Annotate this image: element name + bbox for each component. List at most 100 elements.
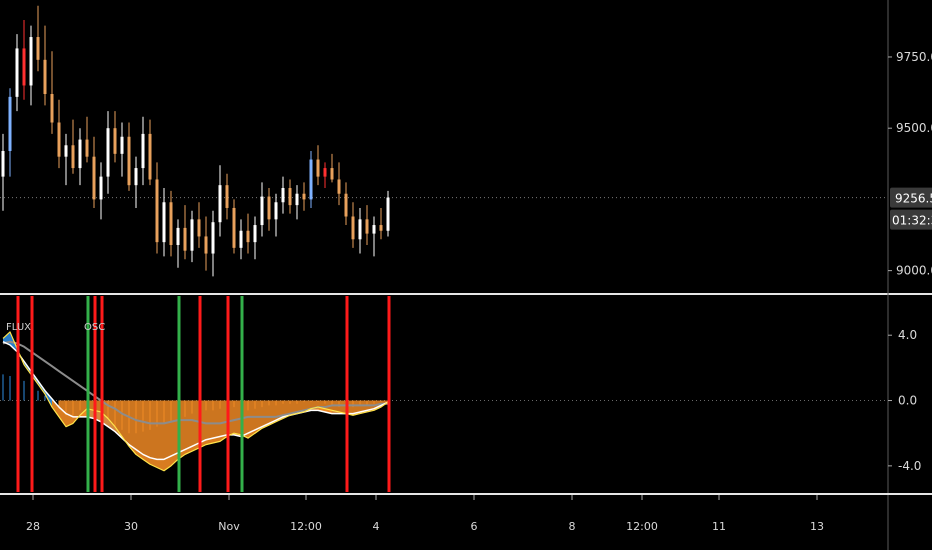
candle	[309, 150, 313, 208]
candle-body	[309, 159, 313, 200]
candle-body	[36, 37, 40, 60]
flux-base-fill	[122, 400, 129, 445]
candle-body	[197, 219, 201, 237]
candle	[64, 133, 68, 186]
flux-base-fill	[73, 400, 80, 417]
signal-marker	[198, 296, 202, 492]
flux-base-fill	[185, 400, 192, 450]
candle-body	[15, 48, 19, 97]
flux-fill	[136, 449, 143, 460]
candle-body	[50, 94, 54, 123]
candle-body	[78, 139, 82, 169]
candle	[323, 162, 327, 189]
candle	[57, 99, 61, 169]
flux-base-fill	[38, 381, 45, 401]
time-tick-label: Nov	[218, 520, 240, 533]
flux-base-fill	[143, 400, 150, 458]
indicator-axis: 4.0 0.0 -4.0	[888, 328, 921, 473]
signal-marker	[387, 296, 391, 492]
candle-body	[239, 230, 243, 248]
candle	[253, 216, 257, 260]
signal-marker	[177, 296, 181, 492]
candle	[50, 51, 54, 134]
candle	[43, 25, 47, 106]
flux-fill	[248, 429, 255, 439]
candle	[85, 116, 89, 163]
candle-body	[43, 59, 47, 95]
candle-body	[120, 136, 124, 154]
flux-base-fill	[192, 400, 199, 447]
signal-marker	[16, 296, 20, 492]
candle	[386, 190, 390, 237]
candle-body	[190, 219, 194, 251]
candle-body	[155, 179, 159, 243]
candle	[372, 216, 376, 257]
candle-body	[176, 227, 180, 245]
price-axis: 9750.0 9500.0 9000.0 9256.5 01:32:32	[887, 0, 932, 550]
candle-body	[204, 236, 208, 254]
candle-body	[372, 225, 376, 234]
candle-body	[92, 156, 96, 200]
time-tick-label: 12:00	[290, 520, 322, 533]
candle-body	[351, 216, 355, 240]
flux-base-fill	[136, 400, 143, 455]
candle	[274, 193, 278, 237]
flux-base-fill	[59, 400, 66, 414]
candle	[218, 165, 222, 237]
price-tick-label: 9500.0	[896, 121, 932, 135]
candle-body	[302, 193, 306, 200]
candle	[1, 133, 5, 211]
flux-base-fill	[150, 400, 157, 460]
candle-body	[29, 37, 33, 86]
candle	[8, 88, 12, 177]
fast-line	[2, 331, 389, 472]
candle	[204, 216, 208, 271]
flux-base-fill	[129, 400, 136, 450]
indicator-label: OSC	[84, 322, 105, 333]
flux-base-fill	[157, 400, 164, 460]
candle	[148, 119, 152, 186]
candle	[288, 179, 292, 214]
flux-base-fill	[66, 400, 73, 417]
candle	[379, 207, 383, 240]
signal-marker	[240, 296, 244, 492]
candle	[302, 182, 306, 211]
candle-body	[358, 219, 362, 240]
time-tick-label: 6	[471, 520, 478, 533]
candle	[239, 219, 243, 260]
last-price-label: 9256.5	[895, 192, 932, 206]
candle-body	[134, 168, 138, 186]
candle-body	[183, 227, 187, 251]
candle-body	[379, 225, 383, 231]
countdown-label: 01:32:32	[892, 214, 932, 228]
time-tick-label: 30	[124, 520, 138, 533]
time-tick-label: 12:00	[626, 520, 658, 533]
price-tick-label: 9000.0	[896, 264, 932, 278]
candle-body	[85, 139, 89, 157]
time-tick-label: 13	[810, 520, 824, 533]
flux-fill	[52, 398, 59, 417]
candle	[99, 162, 103, 220]
candle-body	[337, 179, 341, 194]
candle	[113, 111, 117, 163]
candle	[365, 205, 369, 245]
flux-fill	[143, 454, 150, 465]
countdown-badge	[890, 209, 932, 230]
candle	[337, 162, 341, 206]
indicator-tick-label: 4.0	[898, 328, 917, 342]
candle	[29, 25, 33, 106]
flux-base-fill	[206, 400, 213, 440]
candle	[295, 185, 299, 220]
candle-body	[71, 145, 75, 169]
candle	[15, 34, 19, 112]
time-axis: 28 30 Nov 12:00 4 6 8 12:00 11 13	[0, 493, 932, 533]
candle-body	[57, 122, 61, 157]
candle-body	[148, 133, 152, 180]
signal-marker	[93, 296, 97, 492]
candle-body	[169, 202, 173, 245]
candle	[197, 202, 201, 248]
candle	[134, 156, 138, 208]
candle-body	[253, 225, 257, 243]
price-pane	[0, 5, 932, 295]
